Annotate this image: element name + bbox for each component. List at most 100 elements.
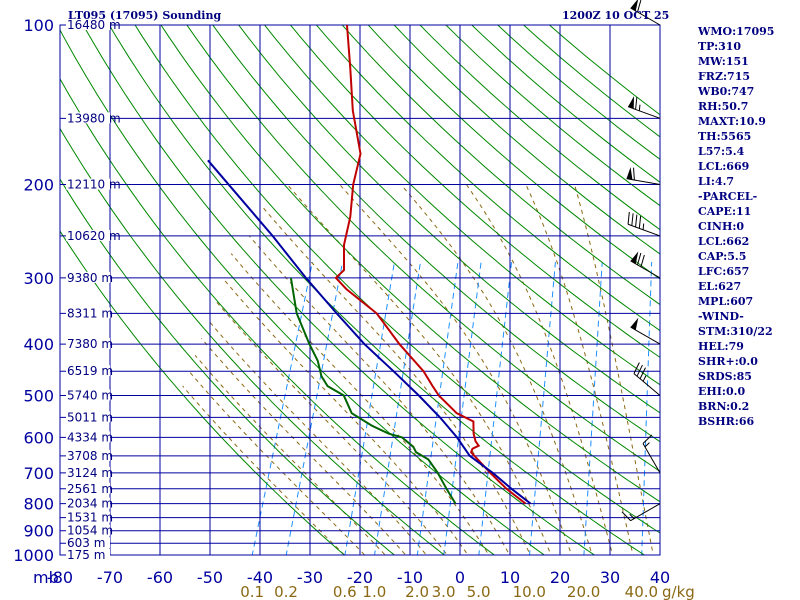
moist-adiabats [182,184,654,555]
height-label-bg [66,449,110,461]
plot-frame [59,24,661,556]
moist-adiabat [194,354,386,555]
height-label: 4334 m [67,430,113,444]
barb-flag [637,0,642,13]
moist-adiabat [207,319,428,555]
stat-item: L57:5.4 [698,145,745,158]
dry-adiabat [60,77,496,555]
mixing-ratio-line [344,261,395,555]
temperature-tick-label: -10 [397,568,423,587]
moist-adiabat [261,206,531,555]
mixing-ratio-label: 3.0 [432,583,456,600]
isobar-isotherm-grid [59,24,661,556]
height-label-bg [66,482,110,494]
wind-barb [627,96,661,119]
barb-flag [633,167,635,181]
stat-item: CINH:0 [698,220,745,233]
barb-flag [637,252,642,266]
wind-barb [642,434,661,474]
height-label: 12110 m [67,178,121,192]
stat-item: EL:627 [698,280,742,293]
pressure-tick-label: 700 [23,464,54,483]
barb-flag [633,362,640,374]
barb-flag [635,97,638,110]
height-label-bg [66,229,110,241]
moist-adiabat [339,184,573,555]
mixing-ratio-label: 20.0 [567,583,600,600]
barb-half-flag [638,104,641,111]
height-label: 10620 m [67,229,121,243]
height-label: 16480 m [67,18,121,32]
temperature-tick-label: 30 [600,568,620,587]
pressure-tick-label: 600 [23,428,54,447]
mixing-ratio-label: 10.0 [513,583,546,600]
height-label: 13980 m [67,111,121,125]
dry-adiabat [186,25,660,472]
temperature-tick-label: 0 [455,568,465,587]
moist-adiabat [525,184,634,555]
temperature-tick-label: -30 [297,568,323,587]
wind-barb [633,362,661,396]
mixing-ratio-label: 1.0 [362,583,386,600]
barb-pennant [630,0,639,11]
temperature-line [334,25,527,505]
height-label: 2034 m [67,497,113,511]
height-label-bg [66,112,110,124]
height-label-bg [66,365,110,377]
wind-barbs [621,0,661,522]
dry-adiabat [238,25,660,414]
stat-item: SHR+:0.0 [698,355,758,368]
stat-item: MW:151 [698,55,749,68]
barb-flag [638,216,642,229]
mixing-ratio-label: 0.1 [240,583,264,600]
temperature-tick-label: 10 [500,568,520,587]
dry-adiabat [134,25,660,534]
height-label-bg [66,431,110,443]
pressure-tick-label: 500 [23,386,54,405]
barb-flag [636,364,643,377]
barb-pennant [628,96,635,109]
temperature-tick-label: 20 [550,568,570,587]
height-label: 6519 m [67,364,113,378]
height-label-bg [66,19,110,30]
barb-flag [621,511,631,521]
barb-shaft [627,223,661,237]
stat-item: HEL:79 [698,340,744,353]
barb-flag [631,213,634,226]
barb-flag [635,214,638,228]
dry-adiabat [60,230,346,555]
barb-flag [642,434,653,444]
temperature-tick-label: -50 [197,568,223,587]
stat-item: MPL:607 [698,295,754,308]
temperature-tick-label: 40 [650,568,670,587]
stat-item: FRZ:715 [698,70,751,83]
stat-item: TH:5565 [698,130,752,143]
dry-adiabat [160,25,660,503]
dry-adiabat [108,25,646,555]
pressure-tick-label: 400 [23,335,54,354]
mixing-ratio-label: 2.0 [405,583,429,600]
pressure-tick-label: 900 [23,522,54,541]
mixing-ratio-unit: g/kg [662,583,695,600]
barb-half-flag [642,375,647,382]
height-label-bg [66,511,110,523]
mixing-ratio-line [374,261,422,555]
dry-adiabat [315,25,660,332]
dry-adiabat [263,25,660,386]
barb-shaft [626,178,661,186]
height-label: 5011 m [67,410,113,424]
barb-pennant [630,251,639,264]
height-label: 8311 m [67,306,113,320]
stat-item: CAP:5.5 [698,250,747,263]
dry-adiabats [60,25,660,555]
dry-adiabat [393,25,660,255]
pressure-tick-label: 800 [23,495,54,514]
moist-adiabat [222,277,469,555]
time-title: 1200Z 10 OCT 25 [562,9,670,22]
mixing-ratio-label: 0.2 [274,583,298,600]
stat-item: -PARCEL- [698,190,758,203]
barb-pennant [626,167,633,180]
moist-adiabat [201,337,407,555]
barb-shaft [642,443,661,474]
height-label-bg [66,524,110,536]
